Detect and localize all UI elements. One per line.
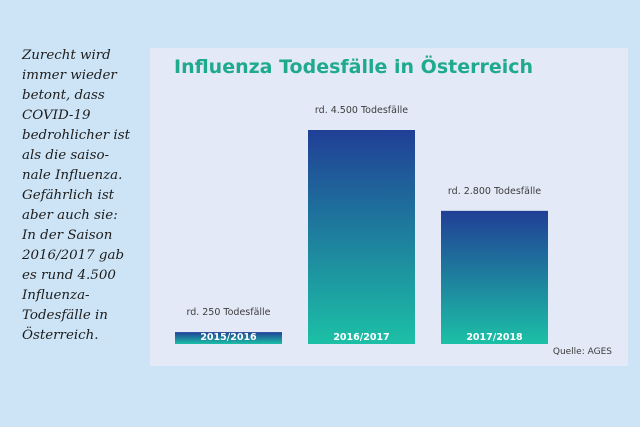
sidebar-text: Zurecht wird immer wieder betont, dass C… [22,46,140,346]
category-label: 2016/2017 [333,332,389,343]
data-label: rd. 4.500 Todesfälle [315,105,408,116]
bar-2015/2016 [175,332,282,344]
category-label: 2017/2018 [466,332,523,343]
sidebar-line: nale Influenza. [22,168,123,183]
sidebar-line: Zurecht wird [22,48,111,63]
bar-chart: rd. 250 Todesfälle 2015/2016 rd. 4.500 Tod… [175,105,548,344]
sidebar-line: 2016/2017 gab [22,248,125,263]
sidebar-line: betont, dass [22,88,105,103]
sidebar-line: COVID-19 [22,108,91,123]
sidebar-line: In der Saison [22,228,113,243]
sidebar-line: es rund 4.500 [22,268,116,283]
sidebar-line: Österreich. [22,328,99,343]
chart-title: Influenza Todesfälle in Österreich [174,56,534,78]
source-note: Quelle: AGES [552,347,612,357]
sidebar-line: bedrohlicher ist [22,128,130,143]
sidebar-line: Todesfälle in [22,308,108,323]
data-label: rd. 250 Todesfälle [186,307,270,318]
sidebar-line: Influenza- [22,288,90,303]
data-label: rd. 2.800 Todesfälle [448,186,541,197]
sidebar-line: Gefährlich ist [22,188,115,203]
chart-panel: Influenza Todesfälle in Österreich rd. 2… [150,48,628,366]
category-label: 2015/2016 [200,332,257,343]
sidebar-line: immer wieder [22,68,117,83]
sidebar-line: als die saiso- [22,148,110,163]
bar-2017/2018 [441,210,548,344]
sidebar-line: aber auch sie: [22,208,118,223]
bar-2016/2017 [308,130,415,344]
